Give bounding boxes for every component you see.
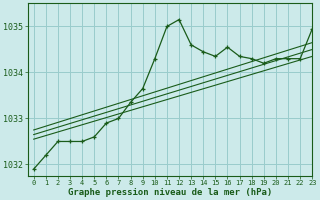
X-axis label: Graphe pression niveau de la mer (hPa): Graphe pression niveau de la mer (hPa) <box>68 188 272 197</box>
